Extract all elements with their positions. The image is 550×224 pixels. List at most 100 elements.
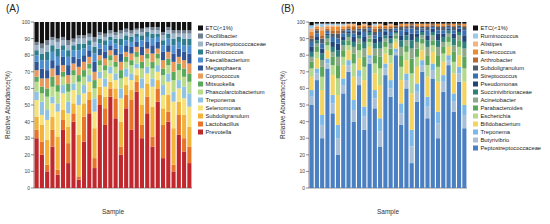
bar-segment [399,27,403,30]
bar-segment [187,107,191,127]
bar-segment [71,22,75,39]
bar-segment [77,176,81,179]
y-tick-label: 10 [299,168,305,174]
bar-segment [457,32,461,35]
bar-segment [394,29,398,31]
bar-segment [362,24,366,26]
bar-segment [394,35,398,38]
bar-segment [182,115,186,138]
bar-segment [71,103,75,113]
bar-segment [87,75,91,82]
bar-segment [140,88,144,105]
bar-segment [124,32,128,35]
bar-segment [182,30,186,33]
bar-segment [187,45,191,53]
bar-segment [310,29,314,32]
bar-segment [119,88,123,98]
bar-segment [320,22,324,24]
bar-segment [161,125,165,158]
legend-swatch [198,90,203,95]
bar-segment [415,102,419,188]
bar-segment [431,24,435,26]
bar-segment [156,30,160,33]
bar-segment [415,22,419,24]
bar-segment [310,39,314,42]
bar-segment [129,65,133,73]
bar-segment [362,130,366,188]
bar-segment [315,30,319,33]
bar-segment [346,40,350,45]
bar-segment [431,70,435,78]
bar-segment [431,45,435,52]
bar-segment [187,163,191,188]
bar-segment [341,85,345,93]
bar-segment [362,32,366,37]
y-tick [306,121,309,122]
bar-segment [373,73,377,90]
bar-segment [56,103,60,111]
legend-swatch [473,74,478,79]
bar-segment [410,93,414,130]
bar-segment [394,42,398,49]
bar-segment [404,45,408,52]
bar-segment [87,50,91,57]
bar-segment [452,45,456,52]
bar-segment [119,70,123,78]
legend-label: Selenomonas [206,105,242,111]
bar-segment [135,37,139,42]
bar-segment [177,57,181,64]
bar-segment [182,45,186,52]
bar-segment [436,47,440,55]
bar-segment [108,40,112,45]
bar-segment [368,64,372,189]
bar-segment [187,30,191,33]
bar-segment [425,35,429,40]
bar-segment [71,70,75,75]
bar-segment [425,47,429,55]
legend-label: Ruminococcus [206,49,244,55]
bar-segment [310,35,314,38]
bar-segment [71,45,75,50]
bar-segment [436,27,440,30]
bar-segment [87,37,91,40]
bar-segment [436,30,440,33]
bar-segment [346,37,350,40]
bar-segment [331,42,335,47]
bar-segment [172,102,176,129]
bar-segment [462,24,466,26]
y-tick [31,55,34,56]
bar-segment [420,60,424,65]
bar-segment [87,40,91,45]
bar-segment [373,35,377,38]
bar-segment [399,113,403,125]
bar-segment [166,73,170,81]
bar-segment [441,34,445,37]
bar-segment [436,34,440,41]
legend-label: Acinetobacter [481,97,517,103]
bar-segment [56,49,60,57]
bar-segment [35,82,39,92]
bar-segment [82,22,86,35]
bar-segment [77,82,81,95]
bar-segment [103,22,107,34]
legend-label: Treponema [206,97,236,103]
bar-segment [410,147,414,164]
bar-segment [114,118,118,188]
bar-segment [373,39,377,44]
bar-segment [108,50,112,55]
bar-segment [77,44,81,51]
bar-segment [98,44,102,49]
bar-segment [66,57,70,65]
bar-segment [368,29,372,31]
bar-segment [362,27,366,29]
bar-segment [425,55,429,65]
bar-segment [177,135,181,188]
legend-label: Prevotella [206,129,233,135]
bar-segment [129,42,133,47]
bar-segment [383,30,387,32]
bar-segment [140,40,144,47]
bar-segment [331,37,335,42]
bar-segment [404,27,408,29]
bar-segment [452,25,456,27]
bar-segment [77,95,81,105]
